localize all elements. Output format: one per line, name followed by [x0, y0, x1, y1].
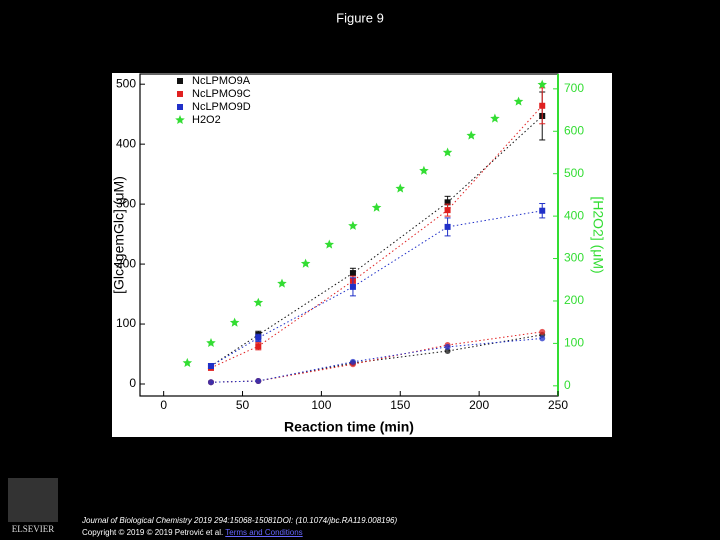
data-point: [182, 357, 193, 367]
x-tick-label: 0: [160, 398, 167, 412]
data-point: [349, 270, 356, 277]
data-point: [395, 183, 405, 193]
y-tick-label: 100: [116, 316, 136, 330]
y-tick-label: 500: [116, 76, 136, 90]
data-point: [444, 199, 451, 206]
data-point: [539, 207, 546, 214]
data-point: [324, 239, 334, 249]
legend-label: NcLPMO9A: [192, 75, 251, 87]
x-tick-label: 200: [469, 398, 489, 412]
terms-link[interactable]: Terms and Conditions: [225, 528, 303, 537]
y-tick-label: 0: [129, 376, 136, 390]
legend-label: NcLPMO9D: [192, 101, 251, 113]
y2-tick-label: 200: [564, 293, 584, 307]
y2-tick-label: 600: [564, 123, 584, 137]
data-point: [348, 220, 358, 230]
y2-tick-label: 700: [564, 81, 584, 95]
legend-label: H2O2: [192, 114, 221, 126]
low-point: [207, 379, 214, 386]
data-point: [466, 130, 476, 140]
copyright-line: Copyright © 2019 © 2019 Petrović et al. …: [82, 528, 303, 537]
low-point: [444, 343, 451, 350]
legend-marker: [177, 91, 183, 97]
data-point: [513, 96, 524, 106]
y-axis-title: [Glc4gemGlc] (μM): [111, 176, 127, 294]
x-tick-label: 50: [236, 398, 250, 412]
y-tick-label: 200: [116, 256, 136, 270]
data-point: [277, 278, 287, 288]
logo-text: ELSEVIER: [12, 524, 55, 534]
series-line: [210, 210, 543, 367]
data-point: [490, 113, 500, 123]
data-point: [419, 165, 429, 175]
data-point: [206, 338, 216, 347]
low-point: [349, 358, 356, 365]
y-tick-label: 300: [116, 196, 136, 210]
data-point: [229, 317, 240, 327]
x-axis-title: Reaction time (min): [284, 419, 414, 435]
data-point: [539, 102, 546, 109]
low-point: [255, 378, 262, 385]
data-point: [207, 363, 214, 370]
x-tick-label: 100: [311, 398, 331, 412]
copyright: Copyright © 2019 © 2019 Petrović et al.: [82, 528, 224, 537]
data-point: [444, 223, 451, 230]
logo-tree: [8, 478, 58, 522]
data-point: [253, 297, 264, 307]
legend-marker: [177, 104, 183, 110]
data-point: [300, 258, 311, 268]
data-point: [255, 334, 262, 341]
legend-label: NcLPMO9C: [192, 88, 251, 100]
journal-citation: Journal of Biological Chemistry 2019 294…: [82, 516, 398, 525]
legend-marker: [175, 115, 185, 124]
x-tick-label: 150: [390, 398, 410, 412]
y2-axis-title: [H2O2] (μM): [590, 196, 606, 273]
y2-tick-label: 300: [564, 251, 584, 265]
y-tick-label: 400: [116, 136, 136, 150]
series-line: [210, 105, 543, 369]
data-point: [349, 283, 356, 290]
data-point: [371, 202, 382, 212]
data-point: [442, 147, 453, 157]
x-tick-label: 250: [548, 398, 568, 412]
page-title: Figure 9: [336, 10, 384, 25]
y2-tick-label: 0: [564, 378, 571, 392]
legend-marker: [177, 78, 183, 84]
chart-background: [112, 73, 612, 437]
low-point: [444, 348, 451, 355]
data-point: [537, 79, 547, 89]
data-point: [255, 343, 262, 350]
y2-tick-label: 400: [564, 208, 584, 222]
y2-tick-label: 500: [564, 166, 584, 180]
data-point: [444, 207, 451, 214]
y2-tick-label: 100: [564, 336, 584, 350]
low-point: [539, 335, 546, 342]
low-point: [539, 328, 546, 335]
